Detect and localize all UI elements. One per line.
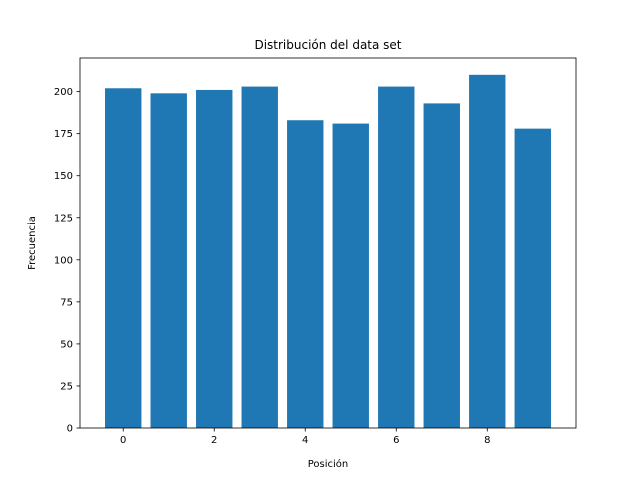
x-tick-label-0: 0 — [120, 435, 126, 446]
bar-0 — [105, 88, 142, 429]
x-tick-label-8: 8 — [484, 435, 490, 446]
bars-group — [105, 74, 551, 429]
y-tick-label-100: 100 — [54, 255, 73, 266]
x-tick-label-4: 4 — [302, 435, 308, 446]
plot-frame — [79, 57, 577, 429]
y-tick-label-0: 0 — [67, 424, 73, 435]
y-tick-label-175: 175 — [54, 129, 73, 140]
x-tick-label-6: 6 — [393, 435, 399, 446]
y-tick-label-200: 200 — [54, 87, 73, 98]
bar-6 — [378, 86, 415, 428]
y-tick-label-75: 75 — [60, 297, 73, 308]
y-axis-label: Frecuencia — [27, 216, 38, 270]
x-axis-label: Posición — [308, 458, 349, 470]
bar-3 — [241, 86, 278, 428]
bar-8 — [469, 74, 506, 428]
y-tick-label-150: 150 — [54, 171, 73, 182]
y-tick-label-125: 125 — [54, 213, 73, 224]
chart-title: Distribución del data set — [254, 38, 401, 52]
bar-4 — [287, 120, 324, 428]
y-tick-label-50: 50 — [60, 339, 73, 350]
y-axis: 0 25 50 75 100 125 150 175 200 — [54, 87, 80, 435]
bar-2 — [196, 89, 233, 428]
x-tick-label-2: 2 — [211, 435, 217, 446]
bar-7 — [423, 103, 460, 428]
bar-1 — [150, 93, 187, 428]
bar-9 — [514, 128, 551, 428]
bar-5 — [332, 123, 369, 428]
x-axis: 0 2 4 6 8 — [120, 428, 490, 446]
y-tick-label-25: 25 — [60, 381, 73, 392]
